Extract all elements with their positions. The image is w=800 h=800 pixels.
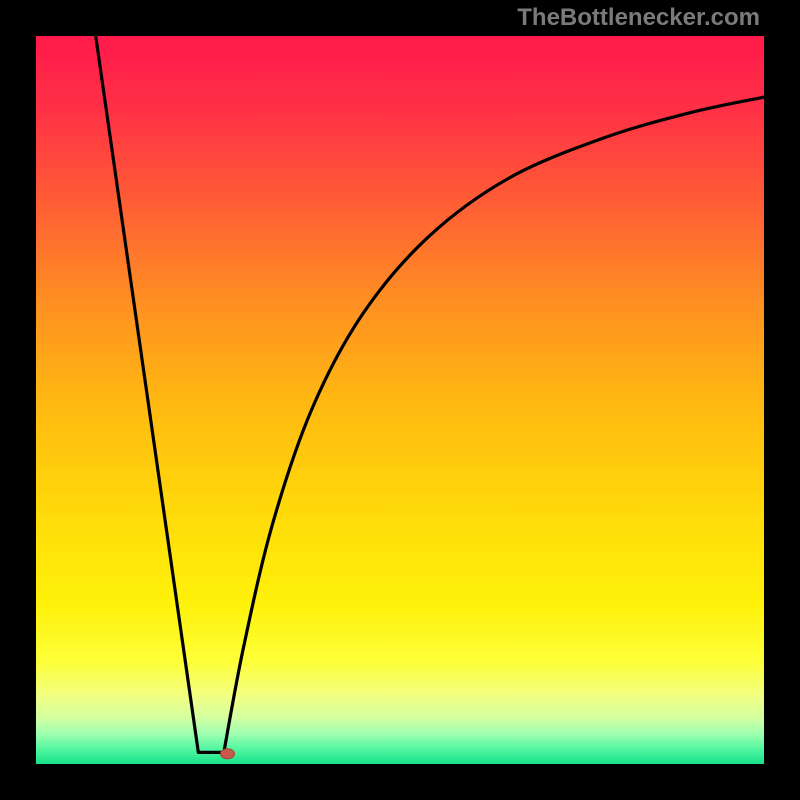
minimum-marker-icon [220,749,234,759]
bottleneck-curve [96,36,764,752]
chart-frame: TheBottlenecker.com [0,0,800,800]
plot-area [36,36,764,764]
watermark-text: TheBottlenecker.com [517,4,760,32]
curve-layer [36,36,764,764]
